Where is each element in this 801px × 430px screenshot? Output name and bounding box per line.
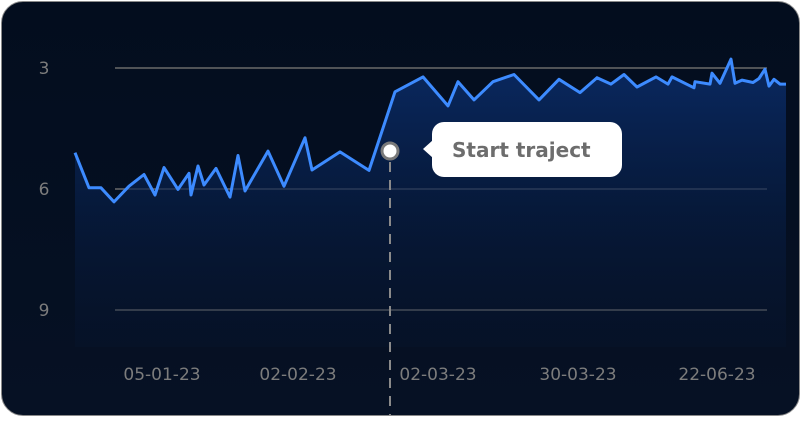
annotation-marker[interactable] (380, 141, 400, 161)
y-tick-label: 9 (39, 301, 50, 321)
chart-card: 3 6 9 05-01-23 02-02-23 02-03-23 30-03-23 22-06… (1, 1, 800, 416)
y-tick-label: 3 (39, 59, 50, 79)
line-chart: 3 6 9 05-01-23 02-02-23 02-03-23 30-03-23 22-06… (39, 57, 786, 415)
x-tick-label: 02-02-23 (259, 365, 336, 385)
annotation-tooltip: Start traject (423, 122, 622, 177)
y-tick-label: 6 (39, 180, 50, 200)
area-fill (75, 59, 786, 347)
x-tick-label: 22-06-23 (678, 365, 755, 385)
x-tick-label: 30-03-23 (539, 365, 616, 385)
series-line (73, 57, 786, 204)
tooltip-label: Start traject (452, 137, 591, 162)
x-tick-label: 02-03-23 (399, 365, 476, 385)
x-tick-label: 05-01-23 (123, 365, 200, 385)
